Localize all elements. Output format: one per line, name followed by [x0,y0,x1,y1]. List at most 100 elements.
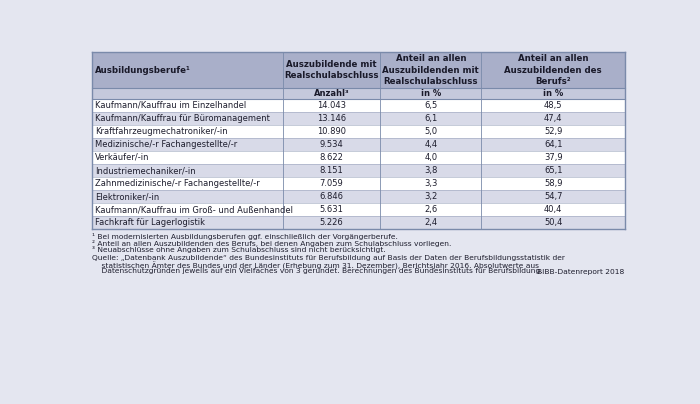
Text: 5.226: 5.226 [320,219,344,227]
Bar [481,216,625,229]
Text: 14.043: 14.043 [317,101,346,109]
Text: Datenschutzgründen jeweils auf ein Vielfaches von 3 gerundet. Berechnungen des B: Datenschutzgründen jeweils auf ein Vielf… [92,268,542,274]
Text: Kaufmann/Kauffrau im Groß- und Außenhandel: Kaufmann/Kauffrau im Groß- und Außenhand… [95,205,293,214]
Text: Elektroniker/-in: Elektroniker/-in [95,192,160,201]
Bar [283,112,381,125]
Text: Kraftfahrzeugmechatroniker/-in: Kraftfahrzeugmechatroniker/-in [95,127,228,136]
Bar [283,151,381,164]
Bar [481,177,625,190]
Bar [92,190,283,203]
Bar [481,203,625,216]
Bar [481,164,625,177]
Bar [92,164,283,177]
Bar [92,177,283,190]
Text: 6.846: 6.846 [320,192,344,201]
Text: 5,0: 5,0 [424,127,438,136]
Bar [481,88,625,99]
Bar [381,164,481,177]
Text: Anzahl³: Anzahl³ [314,88,349,98]
Bar [481,138,625,151]
Bar [283,138,381,151]
Text: 48,5: 48,5 [544,101,563,109]
Bar [481,112,625,125]
Text: 2,4: 2,4 [424,219,438,227]
Text: 4,0: 4,0 [424,153,438,162]
Text: 64,1: 64,1 [544,140,563,149]
Bar [283,177,381,190]
Text: 5.631: 5.631 [320,205,344,214]
Bar [283,203,381,216]
Text: Ausbildungsberufe¹: Ausbildungsberufe¹ [95,65,191,75]
Text: 47,4: 47,4 [544,114,563,123]
Text: 52,9: 52,9 [544,127,563,136]
Bar [92,138,283,151]
Text: 3,3: 3,3 [424,179,438,188]
Bar [481,99,625,112]
Text: Zahnmedizinische/-r Fachangestellte/-r: Zahnmedizinische/-r Fachangestellte/-r [95,179,260,188]
Text: 50,4: 50,4 [544,219,563,227]
Bar [92,99,283,112]
Text: in %: in % [421,88,441,98]
Text: 37,9: 37,9 [544,153,563,162]
Bar [381,203,481,216]
Text: ³ Neuabschlüsse ohne Angaben zum Schulabschluss sind nicht berücksichtigt.: ³ Neuabschlüsse ohne Angaben zum Schulab… [92,246,386,253]
Text: 9.534: 9.534 [320,140,344,149]
Bar [381,216,481,229]
Bar [92,53,283,88]
Bar [283,88,381,99]
Text: 7.059: 7.059 [320,179,344,188]
Text: 6,5: 6,5 [424,101,438,109]
Text: 3,8: 3,8 [424,166,438,175]
Text: Medizinische/-r Fachangestellte/-r: Medizinische/-r Fachangestellte/-r [95,140,237,149]
Bar [283,99,381,112]
Bar [381,112,481,125]
Bar [283,216,381,229]
Text: 4,4: 4,4 [424,140,438,149]
Bar [381,190,481,203]
Bar [92,216,283,229]
Bar [481,151,625,164]
Text: Kaufmann/Kauffrau im Einzelhandel: Kaufmann/Kauffrau im Einzelhandel [95,101,246,109]
Text: Auszubildende mit
Realschulabschluss: Auszubildende mit Realschulabschluss [284,60,379,80]
Bar [381,177,481,190]
Text: 40,4: 40,4 [544,205,563,214]
Text: Anteil an allen
Auszubildenden mit
Realschulabschluss: Anteil an allen Auszubildenden mit Reals… [382,54,480,86]
Text: BIBB-Datenreport 2018: BIBB-Datenreport 2018 [537,269,624,275]
Bar [381,99,481,112]
Text: in %: in % [543,88,564,98]
Text: ¹ Bei modernisierten Ausbildungsberufen ggf. einschließlich der Vorgängerberufe.: ¹ Bei modernisierten Ausbildungsberufen … [92,233,398,240]
Text: 58,9: 58,9 [544,179,563,188]
Bar [481,190,625,203]
Bar [481,125,625,138]
Text: 6,1: 6,1 [424,114,438,123]
Bar [381,88,481,99]
Text: 2,6: 2,6 [424,205,438,214]
Bar [381,138,481,151]
Text: ² Anteil an allen Auszubildenden des Berufs, bei denen Angaben zum Schulabschlus: ² Anteil an allen Auszubildenden des Ber… [92,240,452,247]
Bar [283,164,381,177]
Text: 8.151: 8.151 [320,166,344,175]
Bar [381,151,481,164]
Bar [92,203,283,216]
Text: Quelle: „Datenbank Auszubildende“ des Bundesinstituts für Berufsbildung auf Basi: Quelle: „Datenbank Auszubildende“ des Bu… [92,255,565,261]
Bar [92,151,283,164]
Text: statistischen Ämter des Bundes und der Länder (Erhebung zum 31. Dezember), Beric: statistischen Ämter des Bundes und der L… [92,262,539,270]
Text: Kaufmann/Kauffrau für Büromanagement: Kaufmann/Kauffrau für Büromanagement [95,114,270,123]
Text: 13.146: 13.146 [317,114,346,123]
Bar [481,53,625,88]
Text: Industriemechaniker/-in: Industriemechaniker/-in [95,166,196,175]
Text: Verkäufer/-in: Verkäufer/-in [95,153,150,162]
Bar [283,53,381,88]
Text: Anteil an allen
Auszubildenden des
Berufs²: Anteil an allen Auszubildenden des Beruf… [505,54,602,86]
Bar [92,112,283,125]
Bar [92,88,283,99]
Bar [381,53,481,88]
Bar [92,125,283,138]
Text: 65,1: 65,1 [544,166,563,175]
Text: 8.622: 8.622 [320,153,344,162]
Text: Fachkraft für Lagerlogistik: Fachkraft für Lagerlogistik [95,219,205,227]
Bar [381,125,481,138]
Text: 54,7: 54,7 [544,192,563,201]
Bar [283,190,381,203]
Text: 3,2: 3,2 [424,192,438,201]
